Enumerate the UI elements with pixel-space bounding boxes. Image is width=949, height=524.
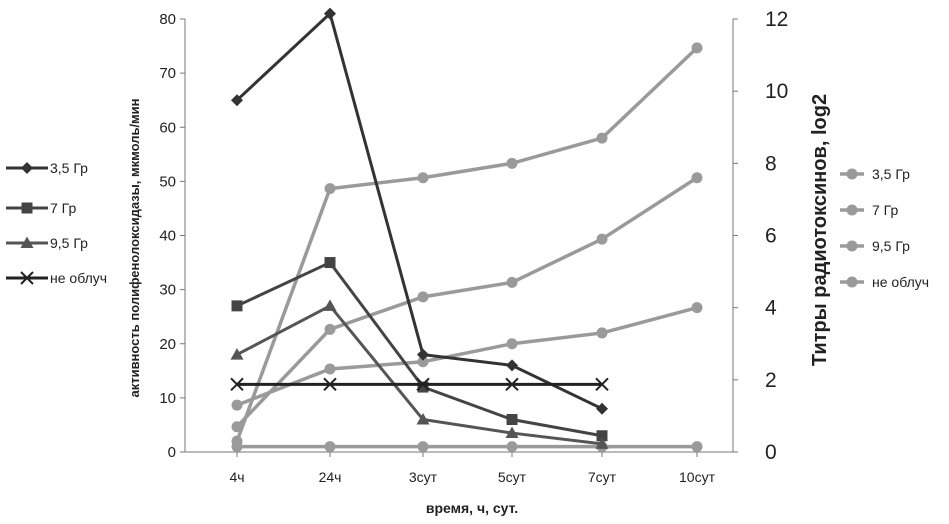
point-left-9-5-гр xyxy=(323,299,337,311)
chart-axes: 0 10 20 30 40 50 60 70 80 0 2 4 6 8 10 12 4ч 24ч 3сут 5сут 7… xyxy=(159,8,788,485)
legend-left-marker xyxy=(20,271,34,285)
point-left-7-гр xyxy=(231,300,243,312)
legend-left-label: 9,5 Гр xyxy=(50,235,88,251)
legend-right-label: 9,5 Гр xyxy=(872,238,910,254)
x-tick-label: 10сут xyxy=(679,469,716,485)
legend-right-label: 3,5 Гр xyxy=(872,166,910,182)
legend-left-marker xyxy=(21,162,33,174)
legend-left: 3,5 Гр 7 Гр 9,5 Гр не облуч xyxy=(6,160,107,286)
y-right-tick-label: 2 xyxy=(765,369,777,392)
series-line-right-3-5-гр xyxy=(235,46,699,442)
x-tick-label: 24ч xyxy=(319,469,342,485)
point-left-3-5-гр xyxy=(417,348,429,361)
legend-left-marker xyxy=(21,202,33,214)
chart-series xyxy=(230,7,703,453)
legend-right: 3,5 Гр 7 Гр 9,5 Гр не облуч xyxy=(840,166,929,290)
point-left-не-облуч xyxy=(595,377,609,392)
point-right-9-5-гр xyxy=(231,399,243,411)
y-right-tick-label: 8 xyxy=(765,152,777,175)
point-right-7-гр xyxy=(596,233,608,245)
point-left-3-5-гр xyxy=(231,94,243,107)
y-right-tick-label: 10 xyxy=(765,80,788,103)
point-right-9-5-гр xyxy=(324,363,336,375)
x-tick-label: 3сут xyxy=(409,469,438,485)
point-right-9-5-гр xyxy=(506,338,518,350)
x-tick-label: 7сут xyxy=(588,469,617,485)
y-left-tick-label: 80 xyxy=(159,11,176,28)
legend-left-marker xyxy=(20,236,34,248)
point-right-3-5-гр xyxy=(506,157,518,169)
point-right-не-облуч xyxy=(417,441,429,453)
point-left-3-5-гр xyxy=(324,7,336,20)
point-right-7-гр xyxy=(506,276,518,288)
point-left-9-5-гр xyxy=(230,348,244,360)
x-tick-label: 4ч xyxy=(229,469,244,485)
x-axis-label: время, ч, сут. xyxy=(426,500,518,516)
point-left-7-гр xyxy=(506,414,518,426)
y-left-tick-label: 40 xyxy=(159,228,176,245)
series-line-right-9-5-гр xyxy=(236,305,698,407)
point-left-не-облуч xyxy=(230,377,244,392)
point-left-не-облуч xyxy=(416,377,430,392)
point-right-9-5-гр xyxy=(691,302,703,314)
y-right-tick-label: 0 xyxy=(765,441,777,464)
y-right-tick-label: 6 xyxy=(765,225,777,248)
point-right-не-облуч xyxy=(506,441,518,453)
point-right-3-5-гр xyxy=(691,42,703,54)
point-left-не-облуч xyxy=(323,377,337,392)
point-left-3-5-гр xyxy=(596,402,608,415)
y-axis-right-label: Титры радиотоксинов, log2 xyxy=(809,94,831,366)
y-right-tick-label: 4 xyxy=(765,297,777,320)
point-left-9-5-гр xyxy=(595,437,609,449)
y-left-tick-label: 30 xyxy=(159,282,176,299)
point-left-9-5-гр xyxy=(416,413,430,425)
point-right-9-5-гр xyxy=(596,327,608,339)
legend-right-label: не облуч xyxy=(872,274,929,290)
series-line-left-3-5-гр xyxy=(235,10,603,411)
point-left-7-гр xyxy=(324,257,336,269)
point-right-не-облуч xyxy=(231,441,243,453)
legend-left-label: не облуч xyxy=(50,270,107,286)
y-left-tick-label: 0 xyxy=(168,444,176,461)
point-left-7-гр xyxy=(596,430,608,442)
y-right-tick-label: 12 xyxy=(765,8,788,31)
y-left-tick-label: 60 xyxy=(159,119,176,136)
x-tick-label: 5сут xyxy=(498,469,527,485)
legend-right-marker xyxy=(846,240,858,252)
y-axis-left-label: активность полифенолоксидазы, мкмоль/мин xyxy=(127,98,142,397)
point-right-3-5-гр xyxy=(596,132,608,144)
y-left-tick-label: 50 xyxy=(159,173,176,190)
point-left-9-5-гр xyxy=(505,426,519,439)
legend-right-marker xyxy=(846,204,858,216)
point-right-7-гр xyxy=(417,291,429,303)
point-left-не-облуч xyxy=(505,377,519,392)
point-right-7-гр xyxy=(231,421,243,433)
legend-right-label: 7 Гр xyxy=(872,202,898,218)
point-left-7-гр xyxy=(417,381,429,393)
point-right-не-облуч xyxy=(691,441,703,453)
point-right-3-5-гр xyxy=(417,172,429,184)
point-right-9-5-гр xyxy=(417,356,429,368)
y-left-tick-label: 10 xyxy=(159,390,176,407)
series-line-right-7-гр xyxy=(235,176,698,428)
legend-left-label: 7 Гр xyxy=(50,200,76,216)
point-right-7-гр xyxy=(691,172,703,184)
point-right-7-гр xyxy=(324,323,336,335)
legend-left-label: 3,5 Гр xyxy=(50,160,88,176)
point-left-3-5-гр xyxy=(506,359,518,372)
y-left-tick-label: 20 xyxy=(159,336,176,353)
point-right-не-облуч xyxy=(324,441,336,453)
legend-right-marker xyxy=(846,168,858,180)
y-left-tick-label: 70 xyxy=(159,65,176,82)
legend-right-marker xyxy=(846,276,858,288)
point-right-3-5-гр xyxy=(324,183,336,195)
